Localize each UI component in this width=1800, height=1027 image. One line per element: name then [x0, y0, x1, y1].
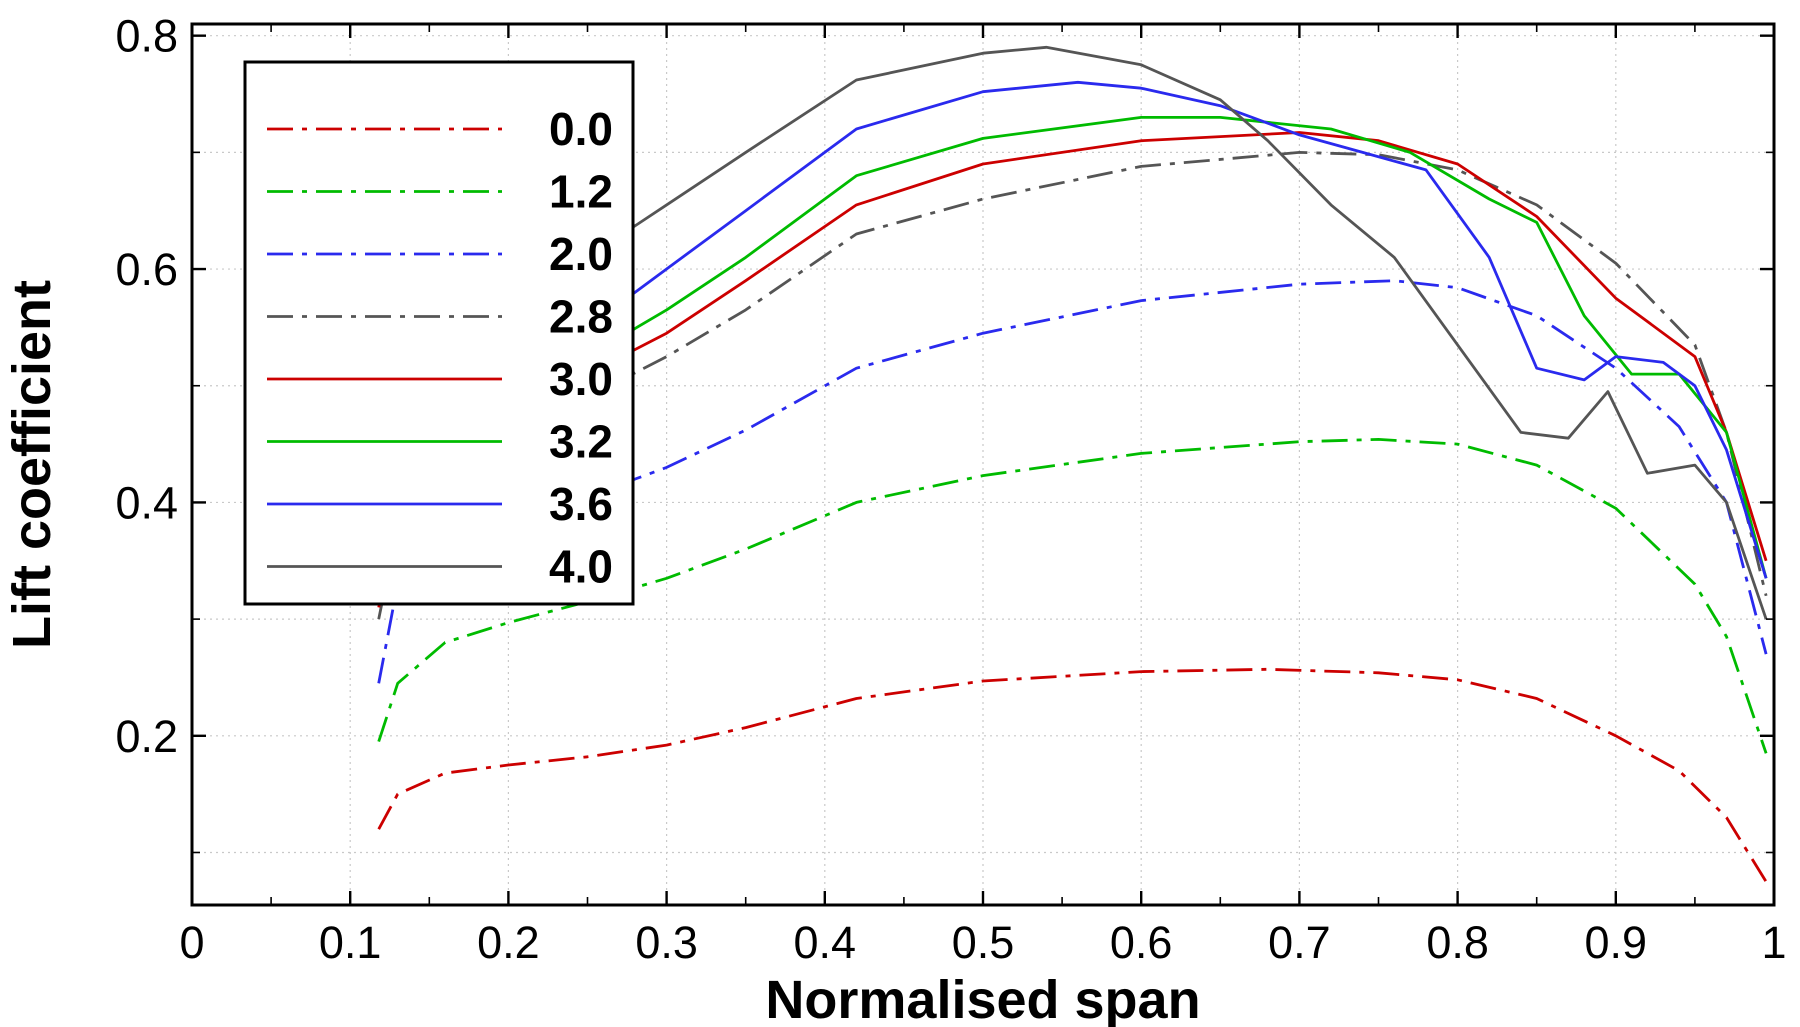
x-tick-label: 0.1: [319, 917, 382, 968]
y-axis-title: Lift coefficient: [2, 280, 62, 649]
x-tick-label: 0.8: [1426, 917, 1489, 968]
x-tick-label: 0.2: [477, 917, 540, 968]
legend-box: [243, 60, 635, 606]
legend: 0.0 1.2 2.0 2.8 3.0 3.2 3.6 4.0: [243, 60, 635, 606]
y-tick-label: 0.4: [115, 477, 178, 528]
legend-label: 3.6: [549, 478, 613, 530]
x-tick-label: 0.6: [1110, 917, 1173, 968]
y-tick-label: 0.6: [115, 244, 178, 295]
y-tick-label: 0.2: [115, 711, 178, 762]
x-tick-label: 0.7: [1268, 917, 1331, 968]
legend-label: 2.0: [549, 228, 613, 280]
x-tick-label: 0.3: [635, 917, 698, 968]
legend-label: 1.2: [549, 166, 613, 218]
x-tick-label: 0.5: [952, 917, 1015, 968]
legend-label: 0.0: [549, 103, 613, 155]
series-line-2.8: [377, 151, 1768, 620]
legend-label: 4.0: [549, 541, 613, 593]
axis-layer: 0 0.1 0.2 0.3 0.4 0.5 0.6 0.7 0.8 0.9 1 0.2 0.4 0.6 0.…: [115, 11, 1786, 968]
series-layer: [377, 45, 1768, 883]
x-axis-title: Normalised span: [765, 970, 1200, 1027]
legend-label: 2.8: [549, 291, 613, 343]
x-tick-label: 1: [1761, 917, 1786, 968]
x-tick-label: 0: [179, 917, 204, 968]
y-tick-label: 0.8: [115, 11, 178, 62]
legend-label: 3.2: [549, 416, 613, 468]
series-line-0.0: [377, 667, 1768, 883]
x-tick-label: 0.4: [794, 917, 857, 968]
legend-label: 3.0: [549, 353, 613, 405]
x-tick-label: 0.9: [1585, 917, 1648, 968]
